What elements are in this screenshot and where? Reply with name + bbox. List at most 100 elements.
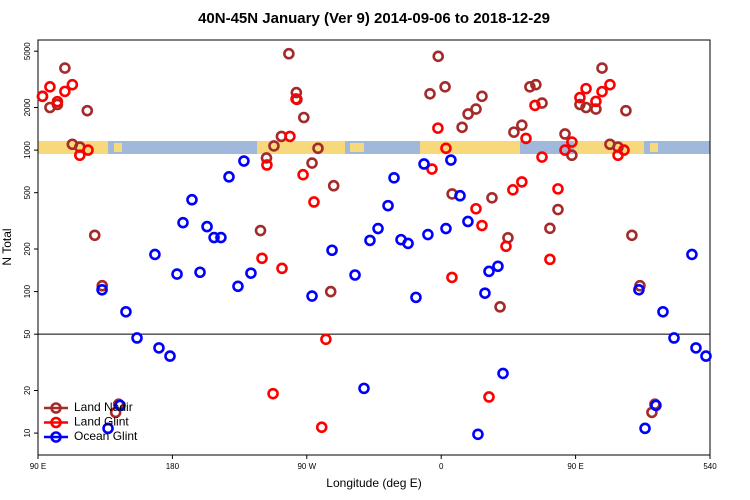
data-point xyxy=(445,154,457,166)
data-point xyxy=(349,269,361,281)
data-point xyxy=(402,237,414,250)
data-point xyxy=(440,222,452,235)
x-axis-label: Longitude (deg E) xyxy=(326,476,421,490)
y-tick-label: 2000 xyxy=(23,98,32,116)
data-point xyxy=(626,229,638,242)
legend-label: Ocean Glint xyxy=(74,429,138,443)
x-tick-label: 90 E xyxy=(30,462,46,471)
data-point xyxy=(580,82,592,95)
y-axis-label: N Total xyxy=(0,228,14,265)
data-point xyxy=(382,199,394,212)
data-point xyxy=(283,47,295,60)
data-point xyxy=(66,78,79,91)
data-point xyxy=(102,422,114,435)
data-point xyxy=(186,193,198,206)
legend-marker xyxy=(50,416,62,429)
data-point xyxy=(284,130,296,143)
y-tick-label: 10 xyxy=(23,428,32,437)
data-point xyxy=(520,132,532,145)
data-point xyxy=(256,252,268,265)
data-point xyxy=(618,144,630,156)
data-point xyxy=(51,95,64,108)
data-point xyxy=(639,422,651,435)
data-point xyxy=(440,142,452,155)
data-point xyxy=(315,421,328,434)
data-point xyxy=(544,222,556,235)
x-tick-label: 90 W xyxy=(297,462,316,471)
data-point xyxy=(82,144,94,156)
data-point xyxy=(238,155,250,167)
data-point xyxy=(686,248,698,261)
data-point xyxy=(422,228,434,241)
data-point xyxy=(690,342,702,354)
data-point xyxy=(479,287,491,299)
data-point xyxy=(590,95,602,108)
data-point xyxy=(566,136,578,148)
data-point xyxy=(372,222,384,235)
data-point xyxy=(324,285,337,298)
data-point xyxy=(633,283,645,296)
data-point xyxy=(308,196,320,208)
data-point xyxy=(508,126,520,138)
data-point xyxy=(59,85,71,98)
land-mask-strip xyxy=(38,141,710,154)
data-point xyxy=(131,332,143,344)
data-point xyxy=(268,140,280,152)
data-point xyxy=(470,202,482,215)
land-strip xyxy=(650,143,658,152)
data-point xyxy=(74,149,86,162)
data-point xyxy=(426,163,438,175)
y-tick-label: 20 xyxy=(23,385,32,394)
data-point xyxy=(298,111,310,124)
data-point xyxy=(306,157,318,169)
data-point xyxy=(507,184,519,196)
data-point xyxy=(201,220,213,233)
data-point xyxy=(326,244,338,257)
data-point xyxy=(574,91,586,104)
data-point xyxy=(388,172,400,184)
x-tick-label: 180 xyxy=(166,462,180,471)
data-point xyxy=(604,78,616,91)
data-point xyxy=(149,248,161,261)
data-point xyxy=(215,231,227,244)
data-point xyxy=(114,399,126,412)
data-point xyxy=(596,62,608,74)
data-point xyxy=(410,291,422,304)
data-point xyxy=(297,168,309,181)
data-point xyxy=(668,332,680,344)
data-point xyxy=(552,203,564,216)
data-point xyxy=(486,192,498,204)
data-point xyxy=(232,280,244,293)
data-point xyxy=(454,189,466,202)
data-point xyxy=(462,215,474,228)
data-point xyxy=(36,90,49,103)
data-point xyxy=(497,367,509,380)
y-tick-label: 100 xyxy=(23,284,32,298)
data-point xyxy=(544,253,556,266)
data-point xyxy=(552,183,564,195)
plot-frame xyxy=(37,39,711,456)
data-point xyxy=(476,90,488,103)
x-tick-label: 90 E xyxy=(567,462,583,471)
data-point xyxy=(559,128,571,140)
land-strip xyxy=(420,141,520,154)
data-point xyxy=(358,382,370,395)
data-point xyxy=(81,104,94,117)
data-point xyxy=(153,342,165,354)
data-point xyxy=(524,81,536,93)
data-point xyxy=(223,171,235,183)
data-point xyxy=(483,391,495,403)
y-tick-label: 500 xyxy=(23,185,32,199)
land-strip xyxy=(114,143,122,152)
data-point xyxy=(260,152,273,164)
data-point xyxy=(177,216,189,229)
legend-label: Land Glint xyxy=(74,415,129,429)
y-tick-label: 200 xyxy=(23,242,32,256)
data-point xyxy=(320,333,332,346)
data-point xyxy=(470,103,482,115)
land-strip xyxy=(350,143,364,152)
data-point xyxy=(208,231,220,244)
legend-marker xyxy=(50,431,62,443)
data-point xyxy=(261,159,273,171)
